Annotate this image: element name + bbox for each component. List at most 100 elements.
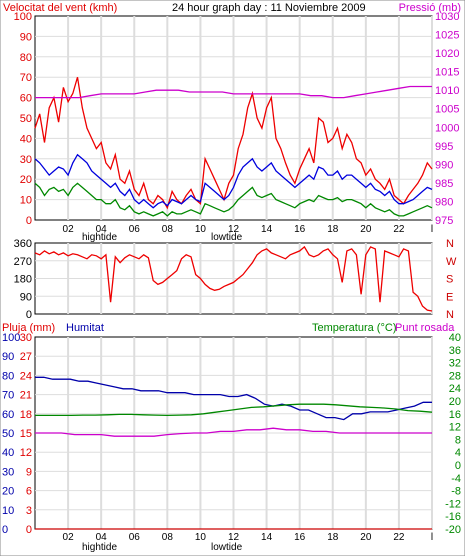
hour-tick: 16: [294, 224, 306, 235]
pressure-tick: 1005: [435, 104, 459, 116]
temperature-tick: -4: [451, 473, 461, 485]
hour-tick: 10: [195, 224, 207, 235]
humidity-tick: 50: [2, 428, 14, 440]
hour-tick: l: [431, 224, 433, 235]
temperature-tick: 28: [449, 370, 461, 382]
temperature-tick: -16: [445, 511, 461, 523]
lowtide-label: lowtide: [211, 232, 243, 243]
rain-tick: 30: [20, 332, 32, 344]
compass-label: E: [446, 291, 453, 303]
wind-speed-tick: 60: [20, 93, 32, 105]
hightide-label-bottom: hightide: [82, 542, 117, 553]
wind-speed-tick: 50: [20, 113, 32, 125]
temperature-tick: 0: [455, 460, 461, 472]
direction-tick: 90: [20, 291, 32, 303]
rain-tick: 3: [26, 505, 32, 517]
humidity-line: [35, 376, 432, 421]
direction-tick: 270: [14, 256, 32, 268]
wind-speed-tick: 20: [20, 174, 32, 186]
temperature-tick: 32: [449, 358, 461, 370]
compass-label: N: [446, 238, 454, 250]
temperature-tick: 8: [455, 434, 461, 446]
compass-label: W: [446, 256, 457, 268]
pressure-tick: 1000: [435, 122, 459, 134]
rain-tick: 0: [26, 524, 32, 536]
humidity-tick: 60: [2, 409, 14, 421]
hour-tick: 02: [63, 532, 75, 543]
temperature-axis-title: Temperatura (°C): [312, 322, 396, 334]
hour-tick: 22: [393, 224, 405, 235]
humidity-tick: 90: [2, 351, 14, 363]
pressure-tick: 1030: [435, 11, 459, 23]
temperature-tick: 40: [449, 332, 461, 344]
wind-speed-tick: 100: [14, 11, 32, 23]
wind-direction-line: [34, 245, 433, 312]
temperature-tick: 24: [449, 383, 461, 395]
pressure-tick: 995: [435, 141, 453, 153]
direction-tick: 360: [14, 238, 32, 250]
wind-pressure-chart: 0102030405060708090100975980985990995100…: [14, 11, 460, 235]
hour-tick: 04: [96, 224, 108, 235]
hour-tick: 14: [261, 532, 273, 543]
pressure-tick: 1015: [435, 67, 459, 79]
hour-tick: 12: [228, 532, 240, 543]
rain-tick: 27: [20, 351, 32, 363]
humidity-tick: 80: [2, 370, 14, 382]
temperature-tick: -12: [445, 498, 461, 510]
humidity-tick: 20: [2, 486, 14, 498]
lowtide-label-bottom: lowtide: [211, 542, 243, 553]
humidity-tick: 70: [2, 390, 14, 402]
hour-tick: 16: [294, 532, 306, 543]
humidity-tick: 100: [2, 332, 20, 344]
temperature-tick: -20: [445, 524, 461, 536]
hour-tick: 18: [327, 224, 339, 235]
humidity-tick: 0: [2, 524, 8, 536]
chart-title: 24 hour graph day : 11 Noviembre 2009: [172, 2, 366, 14]
rain-tick: 12: [20, 447, 32, 459]
rain-tick: 24: [20, 370, 32, 382]
wind-speed-tick: 90: [20, 31, 32, 43]
compass-label: N: [446, 309, 454, 321]
wind-average-line: [34, 153, 433, 209]
hour-tick: 14: [261, 224, 273, 235]
rain-tick: 6: [26, 486, 32, 498]
pressure-tick: 980: [435, 196, 453, 208]
hour-tick: 08: [162, 224, 174, 235]
hour-tick: 02: [63, 224, 75, 235]
pressure-tick: 1020: [435, 48, 459, 60]
wind-speed-axis-title: Velocitat del vent (kmh): [3, 2, 117, 14]
pressure-tick: 990: [435, 159, 453, 171]
hour-tick: 20: [360, 532, 372, 543]
hour-tick: l: [431, 532, 433, 543]
pressure-tick: 1010: [435, 85, 459, 97]
hour-tick: 06: [129, 532, 141, 543]
hour-tick: 22: [393, 532, 405, 543]
wind-speed-tick: 40: [20, 133, 32, 145]
rain-humidity-temp-chart: 0102030405060708090100036912151821242730…: [2, 332, 461, 543]
humidity-tick: 40: [2, 447, 14, 459]
hour-tick: 06: [129, 224, 141, 235]
compass-label: S: [446, 274, 453, 286]
temperature-tick: 20: [449, 396, 461, 408]
direction-tick: 0: [26, 309, 32, 321]
wind-speed-tick: 70: [20, 72, 32, 84]
rain-tick: 15: [20, 428, 32, 440]
pressure-line: [35, 85, 432, 99]
wind-speed-tick: 0: [26, 215, 32, 227]
temperature-tick: 12: [449, 422, 461, 434]
dewpoint-axis-title: Punt rosada: [395, 322, 455, 334]
humidity-tick: 30: [2, 466, 14, 478]
wind-speed-tick: 10: [20, 195, 32, 207]
wind-minimum-line: [34, 182, 433, 217]
rain-tick: 9: [26, 466, 32, 478]
hour-tick: 10: [195, 532, 207, 543]
hour-tick: 12: [228, 224, 240, 235]
direction-tick: 180: [14, 274, 32, 286]
rain-axis-title: Pluja (mm): [2, 322, 55, 334]
wind-speed-tick: 30: [20, 154, 32, 166]
hour-tick: 04: [96, 532, 108, 543]
hour-tick: 18: [327, 532, 339, 543]
